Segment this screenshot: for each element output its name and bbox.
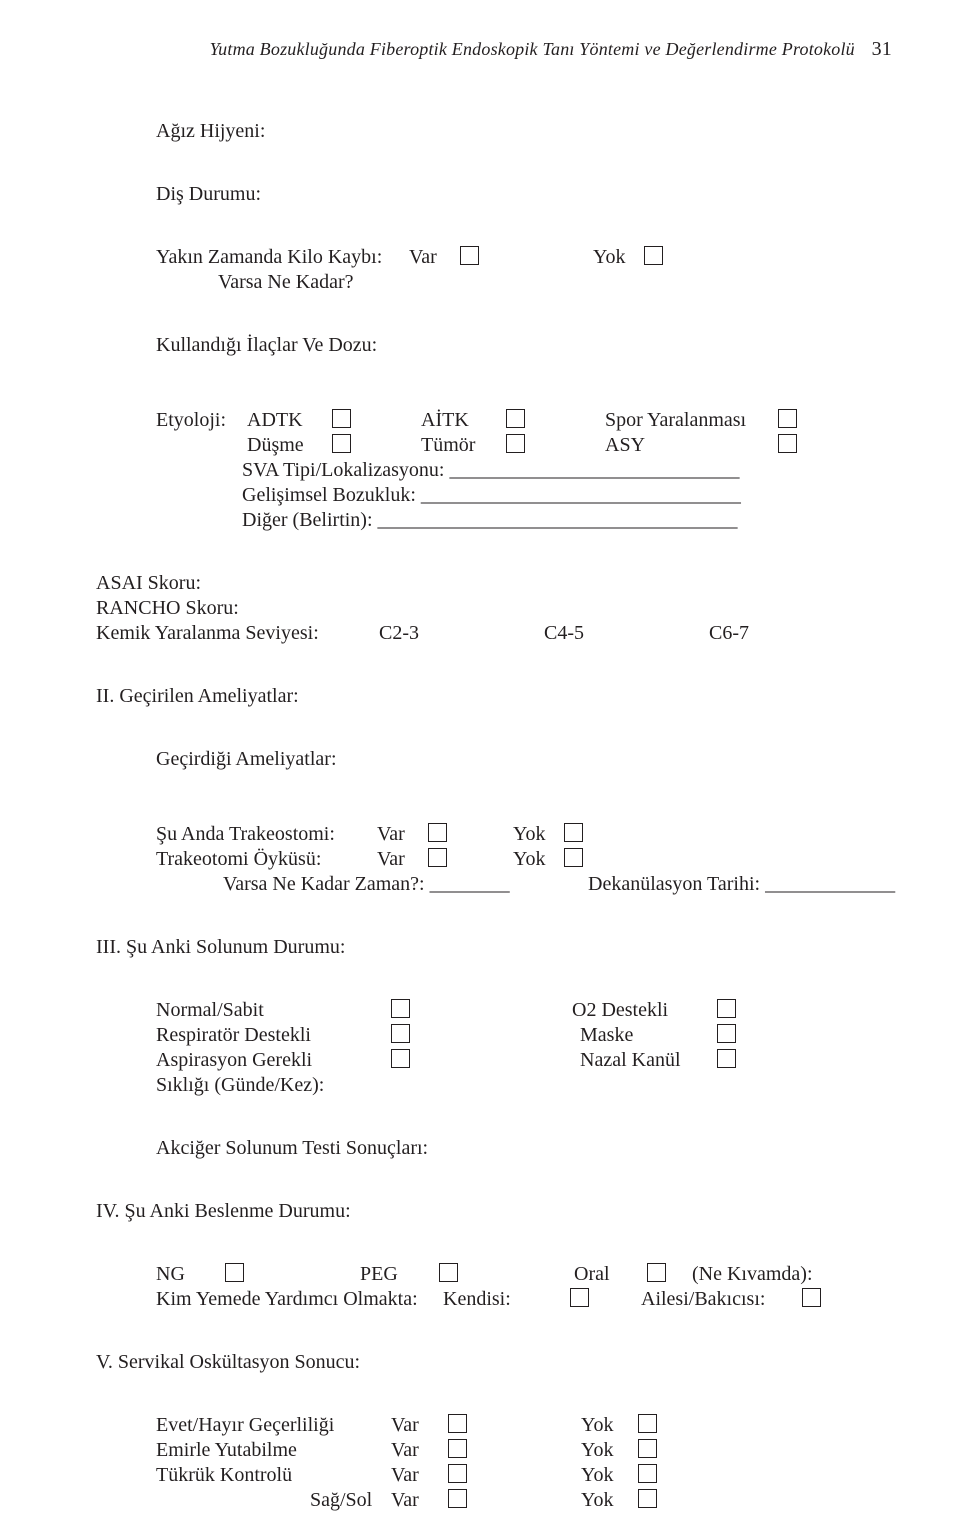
label-kim: Kim Yemede Yardımcı Olmakta:: [156, 1287, 438, 1312]
label-spor: Spor Yaralanması: [605, 408, 773, 433]
label-dekanulasyon: Dekanülasyon Tarihi: _____________: [588, 872, 895, 897]
checkbox-asy[interactable]: [778, 434, 797, 453]
label-dusme: Düşme: [247, 433, 327, 458]
label-dis-durumu: Diş Durumu:: [96, 182, 892, 207]
label-var: Var: [377, 847, 423, 872]
label-yok: Yok: [513, 847, 559, 872]
label-asy: ASY: [605, 433, 773, 458]
checkbox-emirle-yok[interactable]: [638, 1439, 657, 1458]
label-var: Var: [377, 822, 423, 847]
label-var: Var: [391, 1438, 443, 1463]
label-tumor: Tümör: [421, 433, 501, 458]
checkbox-maske[interactable]: [717, 1024, 736, 1043]
page-number: 31: [872, 38, 892, 60]
label-c23: C2-3: [379, 621, 539, 646]
label-yok: Yok: [581, 1488, 633, 1513]
checkbox-evethayir-yok[interactable]: [638, 1414, 657, 1433]
heading-section-2: II. Geçirilen Ameliyatlar:: [96, 684, 892, 709]
label-varsa-zaman: Varsa Ne Kadar Zaman?: ________: [223, 872, 583, 897]
checkbox-kilo-var[interactable]: [460, 246, 479, 265]
checkbox-nazal[interactable]: [717, 1049, 736, 1068]
checkbox-tukruk-yok[interactable]: [638, 1464, 657, 1483]
checkbox-spor[interactable]: [778, 409, 797, 428]
label-yok: Yok: [593, 245, 639, 270]
label-etyoloji: Etyoloji:: [156, 408, 242, 433]
label-akciger: Akciğer Solunum Testi Sonuçları:: [96, 1136, 892, 1161]
checkbox-tukruk-var[interactable]: [448, 1464, 467, 1483]
label-kendisi: Kendisi:: [443, 1287, 565, 1312]
label-sva: SVA Tipi/Lokalizasyonu: ________________…: [242, 459, 739, 481]
checkbox-oykusu-var[interactable]: [428, 848, 447, 867]
heading-section-4: IV. Şu Anki Beslenme Durumu:: [96, 1199, 892, 1224]
heading-section-5: V. Servikal Oskültasyon Sonucu:: [96, 1350, 892, 1375]
label-resp: Respiratör Destekli: [156, 1023, 386, 1048]
label-aitk: AİTK: [421, 408, 501, 433]
label-maske: Maske: [572, 1023, 712, 1048]
label-kilo-kaybi: Yakın Zamanda Kilo Kaybı:: [156, 245, 404, 270]
checkbox-o2[interactable]: [717, 999, 736, 1018]
checkbox-peg[interactable]: [439, 1263, 458, 1282]
label-varsa-ne-kadar: Varsa Ne Kadar?: [96, 270, 892, 295]
label-diger: Diğer (Belirtin): ______________________…: [242, 509, 738, 531]
checkbox-tumor[interactable]: [506, 434, 525, 453]
checkbox-sagsol-var[interactable]: [448, 1489, 467, 1508]
label-ilaclar: Kullandığı İlaçlar Ve Dozu:: [96, 333, 892, 358]
label-ng: NG: [156, 1262, 220, 1287]
checkbox-emirle-var[interactable]: [448, 1439, 467, 1458]
label-ailesi: Ailesi/Bakıcısı:: [641, 1287, 797, 1312]
label-c67: C6-7: [709, 621, 749, 646]
label-c45: C4-5: [544, 621, 704, 646]
label-normal: Normal/Sabit: [156, 998, 386, 1023]
label-var: Var: [409, 245, 455, 270]
checkbox-aitk[interactable]: [506, 409, 525, 428]
label-emirle: Emirle Yutabilme: [156, 1438, 386, 1463]
heading-section-3: III. Şu Anki Solunum Durumu:: [96, 935, 892, 960]
label-asai: ASAI Skoru:: [96, 571, 892, 596]
checkbox-sagsol-yok[interactable]: [638, 1489, 657, 1508]
checkbox-ng[interactable]: [225, 1263, 244, 1282]
label-oykusu: Trakeotomi Öyküsü:: [156, 847, 372, 872]
label-yok: Yok: [581, 1413, 633, 1438]
label-evethayir: Evet/Hayır Geçerliliği: [156, 1413, 386, 1438]
label-var: Var: [391, 1413, 443, 1438]
label-yok: Yok: [513, 822, 559, 847]
checkbox-trakeostomi-var[interactable]: [428, 823, 447, 842]
checkbox-oral[interactable]: [647, 1263, 666, 1282]
checkbox-ailesi[interactable]: [802, 1288, 821, 1307]
label-yok: Yok: [581, 1463, 633, 1488]
checkbox-kendisi[interactable]: [570, 1288, 589, 1307]
label-gecirdigi: Geçirdiği Ameliyatlar:: [96, 747, 892, 772]
label-tukruk: Tükrük Kontrolü: [156, 1463, 386, 1488]
label-var: Var: [391, 1488, 443, 1513]
checkbox-evethayir-var[interactable]: [448, 1414, 467, 1433]
running-header: Yutma Bozukluğunda Fiberoptik Endoskopik…: [96, 38, 892, 61]
label-trakeostomi: Şu Anda Trakeostomi:: [156, 822, 372, 847]
label-adtk: ADTK: [247, 408, 327, 433]
label-gelisimsel: Gelişimsel Bozukluk: ___________________…: [242, 484, 741, 506]
checkbox-asp[interactable]: [391, 1049, 410, 1068]
label-peg: PEG: [360, 1262, 434, 1287]
label-asp: Aspirasyon Gerekli: [156, 1048, 386, 1073]
checkbox-kilo-yok[interactable]: [644, 246, 663, 265]
label-o2: O2 Destekli: [572, 998, 712, 1023]
checkbox-adtk[interactable]: [332, 409, 351, 428]
label-rancho: RANCHO Skoru:: [96, 596, 892, 621]
label-oral: Oral: [574, 1262, 642, 1287]
checkbox-trakeostomi-yok[interactable]: [564, 823, 583, 842]
label-var: Var: [391, 1463, 443, 1488]
label-yok: Yok: [581, 1438, 633, 1463]
checkbox-resp[interactable]: [391, 1024, 410, 1043]
checkbox-dusme[interactable]: [332, 434, 351, 453]
label-sagsol: Sağ/Sol: [156, 1488, 386, 1513]
label-siklik: Sıklığı (Günde/Kez):: [96, 1073, 892, 1098]
running-title: Yutma Bozukluğunda Fiberoptik Endoskopik…: [210, 39, 855, 59]
label-nazal: Nazal Kanül: [572, 1048, 712, 1073]
checkbox-oykusu-yok[interactable]: [564, 848, 583, 867]
checkbox-normal[interactable]: [391, 999, 410, 1018]
label-agiz-hijyeni: Ağız Hijyeni:: [96, 119, 892, 144]
label-nekivamda: (Ne Kıvamda):: [692, 1262, 813, 1287]
label-kemik: Kemik Yaralanma Seviyesi:: [96, 621, 374, 646]
